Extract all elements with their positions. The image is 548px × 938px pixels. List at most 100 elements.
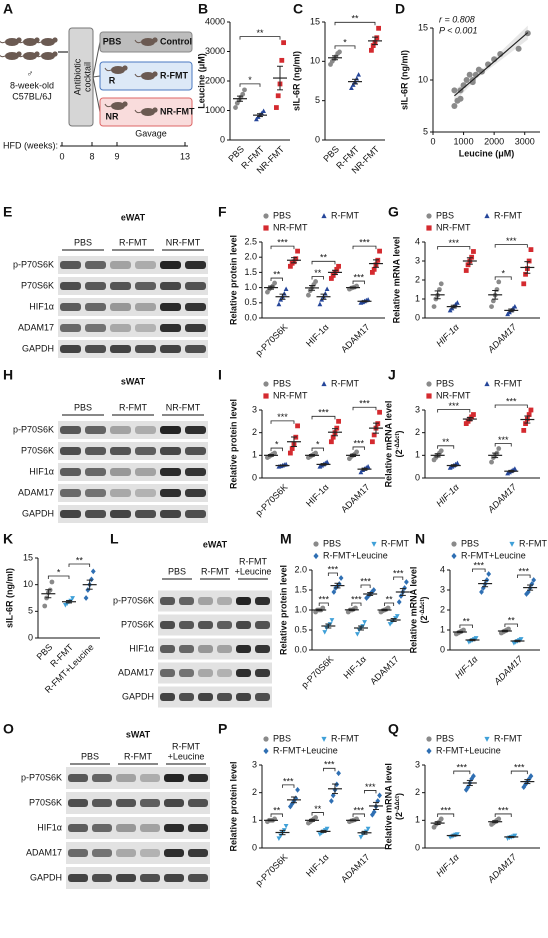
blot-group: PBS [168,566,186,576]
x-tick-label: ADAM17 [485,851,519,885]
blot-band [92,874,112,882]
y-tick-label: 0.0 [244,312,257,322]
data-point [370,43,376,48]
blot-band [60,447,81,455]
group-name: NR-FMT [160,106,195,116]
blot-band [92,824,112,832]
sig-bracket [384,602,395,606]
x-tick-label: HIF-1α [434,481,461,508]
data-point [377,248,382,254]
y-tick-label: 2.5 [244,236,257,246]
mouse-icon [5,52,19,60]
panel-label: O [3,721,14,737]
data-point [355,632,360,637]
data-point [306,292,311,298]
data-point [454,460,460,466]
blot-band [255,621,270,629]
y-axis-label: Relative protein level [228,399,238,489]
data-point [254,116,259,122]
sig-bracket [494,813,512,817]
mouse-icon [16,39,24,44]
blot-band [116,849,136,857]
sig-bracket [472,568,486,572]
legend-marker [426,225,432,231]
data-point [438,448,444,454]
data-point [336,770,341,777]
data-point [479,589,484,595]
data-point [350,82,356,87]
data-point [289,800,295,807]
data-point [398,593,404,599]
data-point [329,618,335,623]
blot-strip [158,686,272,708]
blot-band [160,510,181,518]
data-point [261,108,266,114]
blot-band [185,489,206,497]
legend-label: PBS [273,210,291,220]
panel-label: P [218,721,227,737]
data-point [274,105,279,110]
blot-row-label: HIF1α [29,466,54,476]
data-point [336,263,341,269]
y-tick-label: 2.0 [244,252,257,262]
legend-marker [263,213,269,219]
blot-row-label: P70S6K [121,619,154,629]
legend-label: R-FMT [494,733,522,743]
data-point [334,425,340,431]
x-tick-label: ADAM17 [491,653,525,687]
sig-label: *** [360,576,371,586]
sig-bracket [311,415,336,420]
data-point [83,595,89,601]
blot-band [179,621,194,629]
sig-bracket [453,770,471,775]
y-tick-label: 15 [23,552,33,562]
sig-label: ** [320,253,328,263]
blot-band [135,324,156,332]
blot-row-label: ADAM17 [18,487,54,497]
blot-band [60,261,81,269]
y-axis-label: Relative protein level [228,761,238,851]
timeline-label: HFD (weeks): [3,140,58,150]
blot-group: R-FMT [124,751,152,761]
y-tick-label: 0 [28,632,33,642]
x-tick-label: 2000 [484,136,504,146]
sig-bracket [239,36,281,40]
blot-band [255,597,270,605]
y-tick-label: 10 [23,579,33,589]
blot-band [160,345,181,353]
mouse-icon [41,52,55,60]
legend-marker [371,541,377,547]
blot-strip [158,638,272,660]
legend-label: R-FMT [494,378,522,388]
blot-strip [58,298,208,316]
mouse-icon [16,53,24,58]
sig-label: * [343,37,347,47]
data-point [356,72,361,77]
sig-label: * [275,439,279,449]
blot-band [140,849,160,857]
data-point [528,407,534,413]
blot-group: PBS [74,402,92,412]
y-tick-label: 3000 [205,46,225,56]
y-axis-label: Relative mRNA level [383,401,393,488]
y-tick-label: 0 [415,312,420,322]
blot-strip [58,442,208,460]
sig-bracket [351,602,362,606]
legend-label: R-FMT [331,210,359,220]
blot-band [164,774,184,782]
blot-strip [66,842,210,864]
unit-part: ) [394,793,404,796]
data-point [463,787,469,793]
blot-band [188,774,208,782]
y-tick-label: 1.0 [244,282,257,292]
sig-bracket [517,574,531,578]
blot-row-label: GAPDH [122,691,154,701]
blot-strip [58,277,208,295]
data-point [377,409,382,415]
sig-label: ** [386,594,394,604]
y-tick-label: 0 [252,472,257,482]
sig-label: *** [448,401,459,411]
group-name: Control [160,36,192,46]
y-tick-label: 15 [310,16,320,26]
legend-label: R-FMT [381,538,409,548]
